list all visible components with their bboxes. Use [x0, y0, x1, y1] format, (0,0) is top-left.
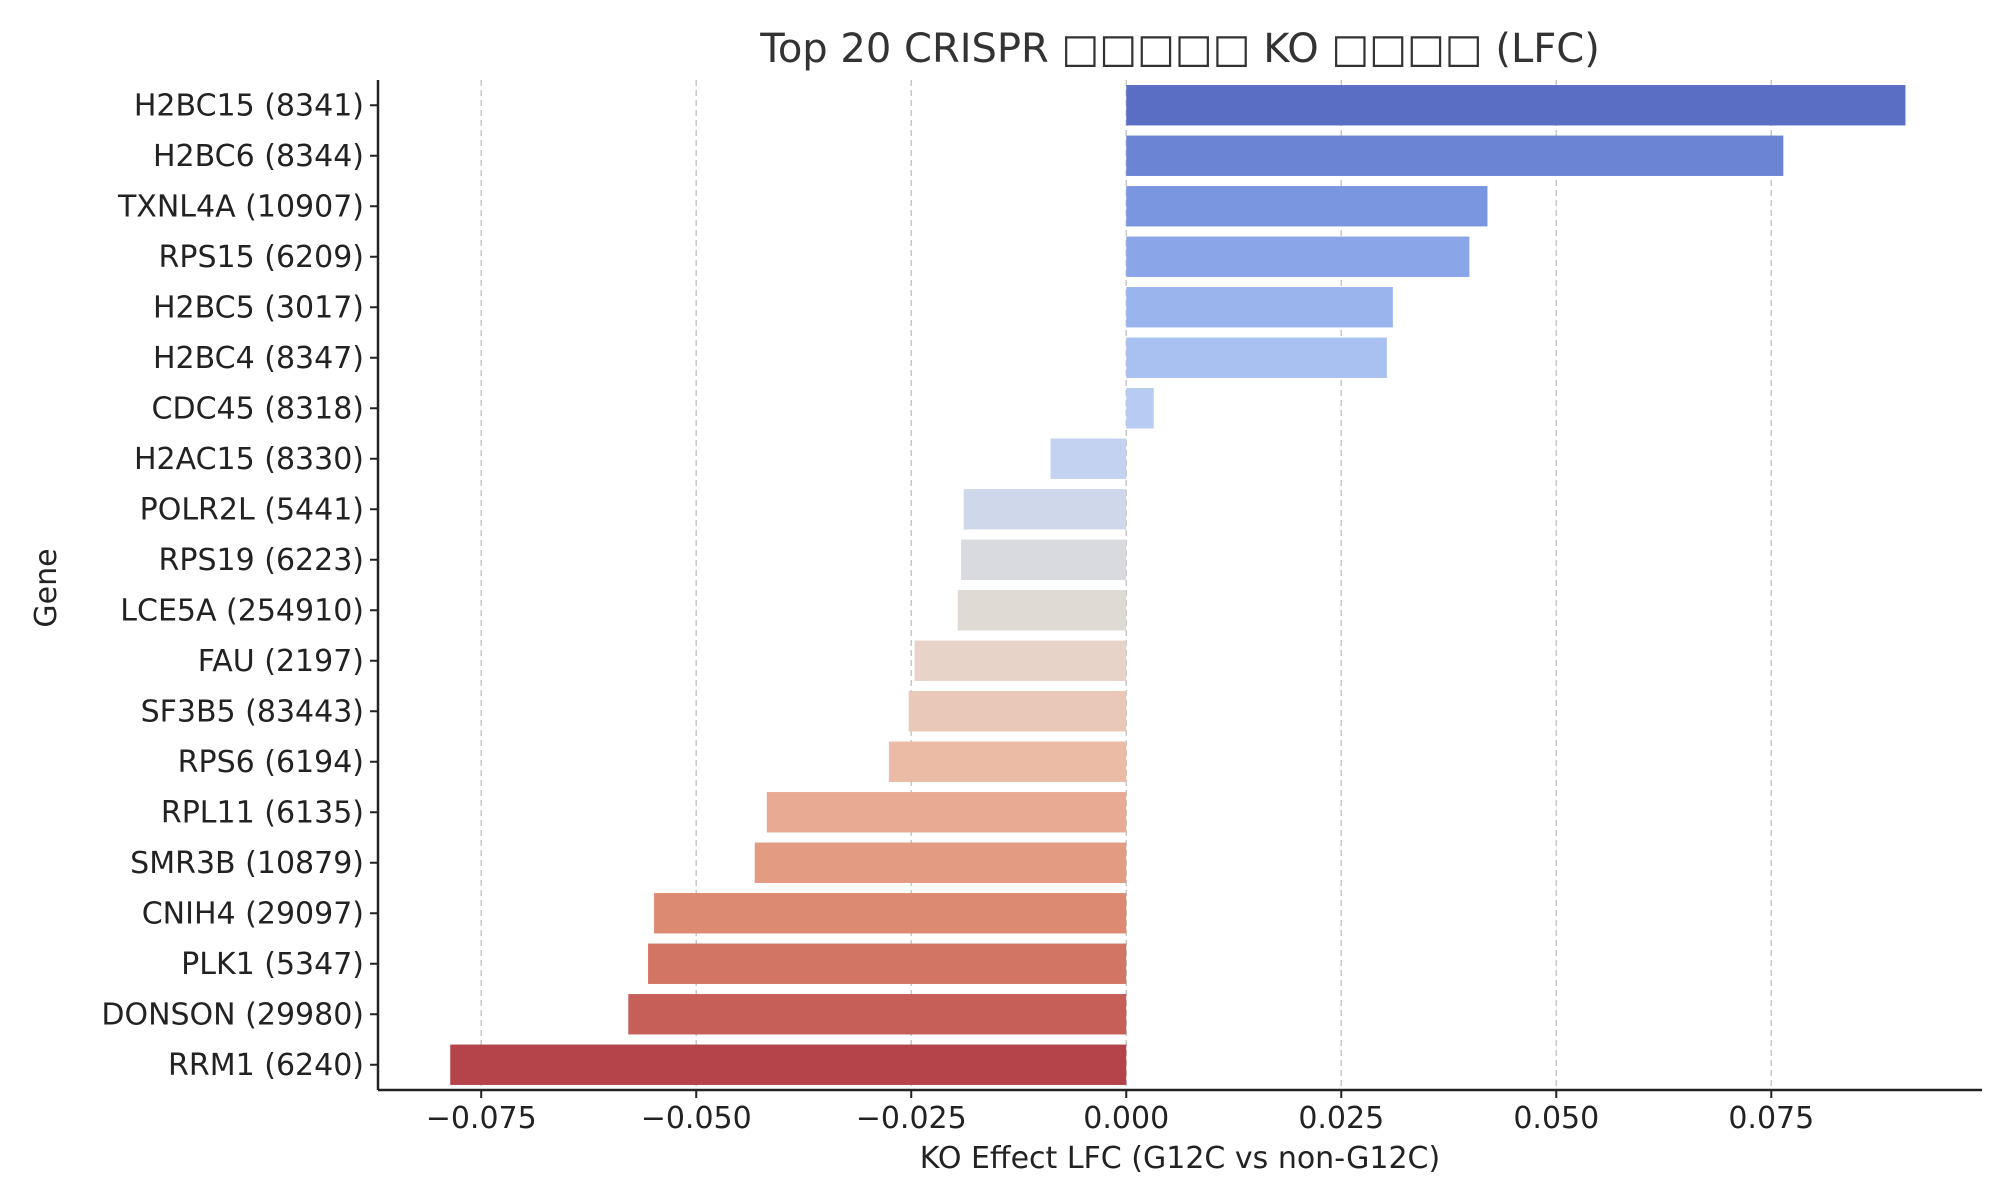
bar-0 [1126, 85, 1906, 126]
y-tick-label-16: CNIH4 (29097) [142, 896, 364, 931]
bar-5 [1126, 337, 1387, 378]
bar-18 [628, 994, 1127, 1035]
bar-6 [1126, 388, 1154, 429]
y-tick-label-19: RRM1 (6240) [168, 1048, 364, 1083]
bar-4 [1126, 287, 1393, 328]
bar-8 [963, 489, 1127, 530]
y-tick-label-15: SMR3B (10879) [130, 846, 364, 881]
y-tick-label-2: TXNL4A (10907) [117, 189, 364, 224]
y-tick-label-13: RPS6 (6194) [178, 745, 364, 780]
y-axis-label: Gene [29, 548, 64, 627]
y-tick-label-0: H2BC15 (8341) [134, 88, 364, 123]
x-tick-label-0: −0.075 [426, 1101, 537, 1136]
axes: H2BC15 (8341) H2BC6 (8344) TXNL4A (10907) R… [101, 80, 1982, 1136]
chart-title: Top 20 CRISPR □□□□□ KO □□□□ (LFC) [759, 26, 1600, 72]
bar-7 [1050, 438, 1127, 479]
bar-3 [1126, 236, 1470, 277]
bar-15 [754, 842, 1127, 883]
gridlines [480, 80, 1773, 1090]
y-tick-label-3: RPS15 (6209) [159, 240, 364, 275]
y-tick-label-8: POLR2L (5441) [140, 492, 364, 527]
bar-9 [961, 539, 1127, 580]
x-tick-label-3: 0.000 [1083, 1101, 1169, 1136]
x-tick-label-4: 0.025 [1298, 1101, 1384, 1136]
y-tick-label-9: RPS19 (6223) [159, 543, 364, 578]
y-tick-label-5: H2BC4 (8347) [153, 341, 364, 376]
y-tick-label-10: LCE5A (254910) [120, 593, 364, 628]
y-tick-label-14: RPL11 (6135) [161, 795, 364, 830]
bar-13 [888, 741, 1127, 782]
x-tick-label-5: 0.050 [1513, 1101, 1599, 1136]
bar-16 [654, 893, 1127, 934]
x-tick-label-6: 0.075 [1728, 1101, 1814, 1136]
y-tick-label-7: H2AC15 (8330) [134, 442, 364, 477]
bar-17 [648, 943, 1127, 984]
x-tick-label-2: −0.025 [856, 1101, 967, 1136]
y-tick-label-1: H2BC6 (8344) [153, 139, 364, 174]
bar-14 [766, 792, 1127, 833]
x-tick-label-1: −0.050 [641, 1101, 752, 1136]
y-tick-label-18: DONSON (29980) [101, 997, 364, 1032]
bar-11 [914, 640, 1127, 681]
bar-12 [908, 691, 1127, 732]
bar-2 [1126, 186, 1488, 227]
y-tick-label-4: H2BC5 (3017) [153, 290, 364, 325]
y-tick-label-11: FAU (2197) [198, 644, 364, 679]
bar-10 [957, 590, 1127, 631]
bar-19 [450, 1044, 1127, 1085]
y-tick-label-17: PLK1 (5347) [181, 947, 364, 982]
x-axis-label: KO Effect LFC (G12C vs non-G12C) [920, 1141, 1440, 1176]
y-tick-label-12: SF3B5 (83443) [141, 694, 364, 729]
bar-1 [1126, 135, 1784, 176]
bars [450, 85, 1906, 1085]
y-tick-label-6: CDC45 (8318) [152, 391, 364, 426]
